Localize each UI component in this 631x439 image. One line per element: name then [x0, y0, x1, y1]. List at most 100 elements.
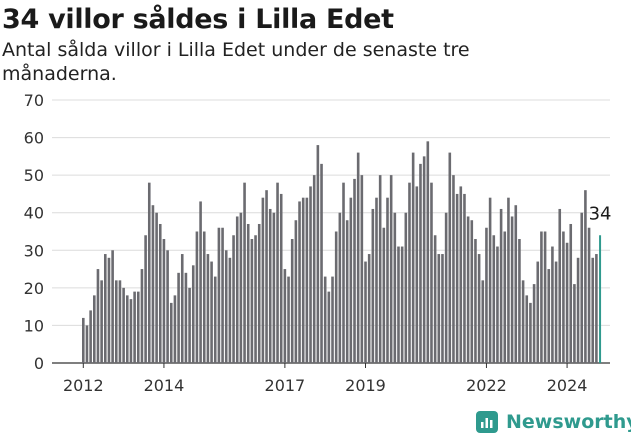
bar	[356, 152, 360, 363]
bar	[309, 186, 312, 363]
bar	[389, 175, 393, 363]
brand-name: Newsworthy	[506, 411, 631, 433]
bar	[210, 261, 213, 363]
bar	[532, 284, 536, 363]
bar	[294, 220, 298, 363]
bar	[375, 197, 378, 363]
bar	[243, 182, 246, 363]
bar	[422, 156, 426, 363]
bar	[463, 193, 466, 363]
bar	[155, 212, 158, 363]
bar	[411, 152, 415, 363]
bar	[543, 231, 547, 363]
bar	[345, 220, 349, 363]
bar	[488, 197, 492, 363]
bar	[393, 212, 397, 363]
x-tick-label: 2022	[466, 376, 507, 395]
y-tick-label: 50	[24, 166, 44, 185]
bar	[459, 186, 463, 363]
bar	[276, 182, 279, 363]
bar	[323, 276, 327, 363]
bars	[82, 141, 602, 363]
bar	[180, 254, 184, 363]
bar	[455, 193, 459, 363]
bar	[448, 152, 452, 363]
bar	[261, 197, 265, 363]
bar	[367, 254, 371, 363]
bar	[386, 197, 389, 363]
bar	[474, 239, 477, 363]
bar	[573, 284, 576, 363]
bar	[305, 197, 309, 363]
bar	[496, 246, 499, 363]
bar	[82, 317, 85, 363]
bar	[576, 257, 580, 363]
y-tick-label: 40	[24, 204, 44, 223]
bar	[147, 182, 151, 363]
bar	[558, 208, 562, 363]
bar	[184, 272, 188, 363]
bar	[430, 182, 433, 363]
bar	[217, 227, 221, 363]
bar	[382, 227, 386, 363]
bar	[342, 182, 345, 363]
bar	[85, 325, 89, 363]
bar	[397, 246, 400, 363]
bar	[331, 276, 334, 363]
bar	[268, 208, 272, 363]
bar	[477, 254, 481, 363]
bar	[202, 231, 206, 363]
bar	[529, 302, 532, 363]
bar	[272, 212, 276, 363]
bar	[140, 269, 144, 363]
bar	[360, 175, 364, 363]
bar	[507, 197, 510, 363]
x-tick-label: 2024	[547, 376, 588, 395]
bar	[426, 141, 430, 363]
bar	[158, 223, 162, 363]
bar	[595, 254, 598, 363]
bar	[404, 212, 408, 363]
bar	[525, 295, 529, 363]
bar	[279, 193, 283, 363]
bar	[257, 223, 261, 363]
bar	[191, 265, 195, 363]
y-tick-label: 30	[24, 241, 44, 260]
data-labels: 34	[589, 203, 612, 224]
x-tick-label: 2019	[345, 376, 386, 395]
bar	[466, 216, 470, 363]
bar	[298, 201, 301, 363]
bar	[481, 280, 485, 363]
bar	[118, 280, 122, 363]
bar	[213, 276, 217, 363]
bar	[584, 190, 587, 363]
bar	[224, 250, 228, 363]
bar	[250, 239, 254, 363]
bar	[492, 235, 496, 363]
bar	[92, 295, 96, 363]
y-tick-label: 60	[24, 129, 44, 148]
bar	[441, 254, 444, 363]
y-tick-label: 0	[34, 354, 44, 373]
bar	[221, 227, 224, 363]
bar	[320, 163, 323, 363]
bar	[591, 257, 595, 363]
bar	[503, 231, 507, 363]
bar	[103, 254, 107, 363]
bar	[433, 235, 437, 363]
bar	[400, 246, 404, 363]
bar	[349, 197, 353, 363]
bar	[452, 175, 455, 363]
bar	[510, 216, 514, 363]
bar	[551, 246, 554, 363]
bar	[188, 287, 191, 363]
bar	[565, 242, 569, 363]
bar	[287, 276, 290, 363]
bar	[518, 239, 521, 363]
bar	[437, 254, 441, 363]
bar	[232, 235, 235, 363]
bar	[536, 261, 540, 363]
bar	[96, 269, 100, 363]
bar	[265, 190, 268, 363]
bar	[228, 257, 232, 363]
